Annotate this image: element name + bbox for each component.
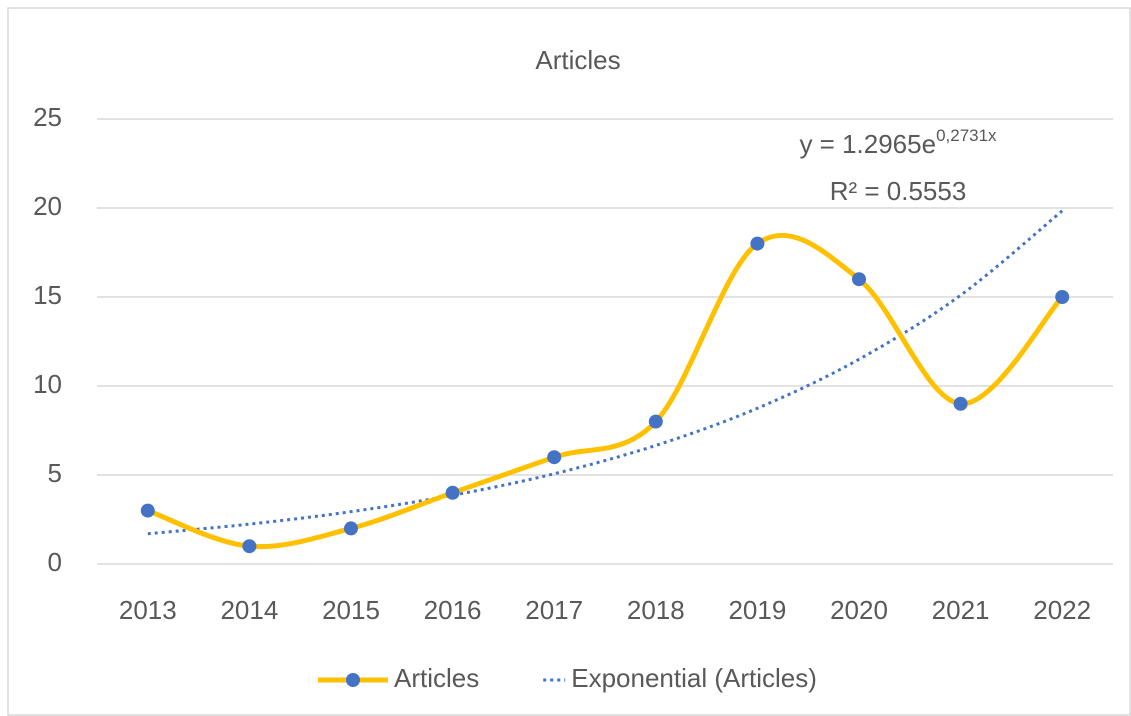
marker: [140, 503, 155, 518]
trend-equation: y = 1.2965e0,2731x: [799, 126, 997, 158]
chart-title: Articles: [535, 45, 620, 75]
equation-base: y = 1.2965e: [799, 129, 936, 159]
x-tick-label: 2017: [525, 595, 583, 625]
y-tick-label: 0: [48, 547, 62, 577]
legend-label: Exponential (Articles): [571, 663, 817, 693]
x-tick-label: 2015: [322, 595, 380, 625]
x-tick-label: 2021: [932, 595, 990, 625]
marker: [344, 521, 358, 536]
x-tick-label: 2020: [830, 595, 888, 625]
y-tick-label: 15: [33, 280, 62, 310]
marker: [750, 236, 765, 251]
x-tick-label: 2019: [728, 595, 786, 625]
marker: [648, 414, 663, 429]
marker: [445, 485, 460, 500]
x-tick-label: 2022: [1033, 595, 1091, 625]
x-tick-label: 2018: [627, 595, 685, 625]
x-tick-label: 2016: [424, 595, 482, 625]
marker: [852, 272, 866, 287]
x-tick-label: 2013: [119, 595, 177, 625]
y-tick-label: 10: [33, 369, 62, 399]
marker: [1055, 290, 1070, 304]
x-tick-label: 2014: [220, 595, 278, 625]
y-tick-label: 25: [33, 102, 62, 132]
marker: [547, 450, 562, 465]
y-tick-label: 20: [33, 191, 62, 221]
legend-label: Articles: [394, 663, 479, 693]
marker: [242, 539, 257, 554]
r-squared: R² = 0.5553: [830, 176, 967, 206]
y-tick-label: 5: [48, 458, 62, 488]
chart-frame: [7, 7, 1131, 716]
marker: [953, 396, 968, 411]
equation-exponent: 0,2731x: [936, 126, 997, 145]
trend-line: [147, 209, 1064, 536]
legend-marker: [346, 673, 360, 687]
